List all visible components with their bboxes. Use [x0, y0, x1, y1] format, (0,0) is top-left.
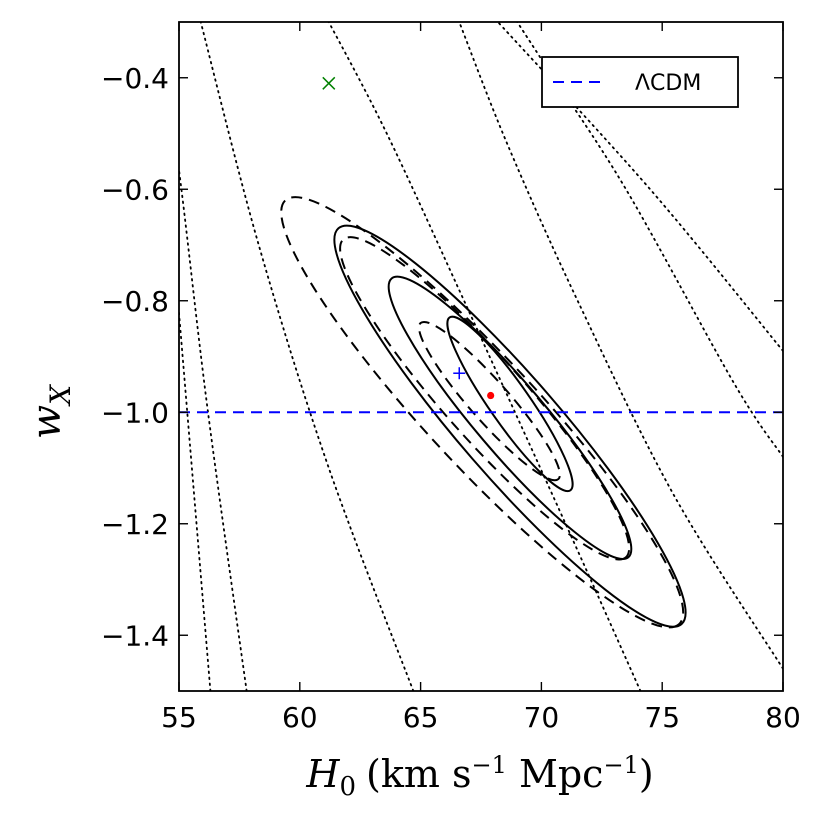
solid-contour-1sigma: [446, 315, 574, 493]
dotted-contour-line: [199, 22, 415, 691]
axis-ticks: 55 60 65 70 75 80 −1.4 −1.2 −1.0 −0.8 −0.6 −0.4: [101, 22, 801, 734]
dotted-contours: [179, 22, 783, 691]
y-tick-label: −1.4: [101, 619, 169, 652]
x-tick-label: 60: [282, 701, 318, 734]
y-tick-label: −0.4: [101, 62, 169, 95]
x-axis-units-mid: Mpc: [507, 752, 604, 796]
dashed-contour-3sigma: [280, 196, 685, 629]
cross-marker: [322, 76, 336, 90]
plus-marker: [453, 367, 466, 380]
best-fit-point: [487, 391, 495, 400]
y-tick-label: −0.8: [101, 285, 169, 318]
x-axis-units-prefix: (km s: [366, 752, 471, 796]
x-axis-symbol: H: [305, 752, 340, 796]
legend-label-lcdm: ΛCDM: [635, 71, 701, 96]
y-axis-title: wX: [24, 384, 77, 439]
dashed-contour-2sigma: [339, 236, 631, 561]
x-axis-units-suffix: ): [639, 752, 654, 796]
dotted-contour-line: [179, 301, 212, 691]
y-axis-subscript: X: [44, 384, 77, 407]
y-tick-label: −0.6: [101, 173, 169, 206]
solid-contour-2sigma: [387, 275, 633, 561]
legend: ΛCDM: [541, 56, 739, 108]
x-tick-label: 55: [161, 701, 197, 734]
markers: [322, 76, 495, 400]
x-axis-subscript: 0: [339, 772, 356, 802]
dotted-contour-line: [179, 162, 248, 691]
x-tick-label: 75: [644, 701, 680, 734]
x-axis-units-exp1: −1: [471, 751, 506, 779]
dotted-contour-line: [497, 22, 783, 352]
y-tick-label: −1.0: [101, 396, 169, 429]
solid-contour-3sigma: [333, 224, 687, 628]
x-tick-label: 70: [524, 701, 560, 734]
y-axis-symbol: w: [24, 405, 70, 439]
y-tick-label: −1.2: [101, 508, 169, 541]
x-tick-label: 80: [765, 701, 801, 734]
confidence-contours: [280, 196, 687, 629]
x-axis-title: H0 (km s−1 Mpc−1): [305, 751, 653, 802]
dotted-contour-line: [327, 22, 642, 691]
dashed-contour-1sigma: [418, 320, 561, 482]
x-axis-units-exp2: −1: [603, 751, 638, 779]
dotted-contour-line: [458, 22, 783, 670]
x-tick-label: 65: [403, 701, 439, 734]
plot-frame: [178, 21, 784, 692]
